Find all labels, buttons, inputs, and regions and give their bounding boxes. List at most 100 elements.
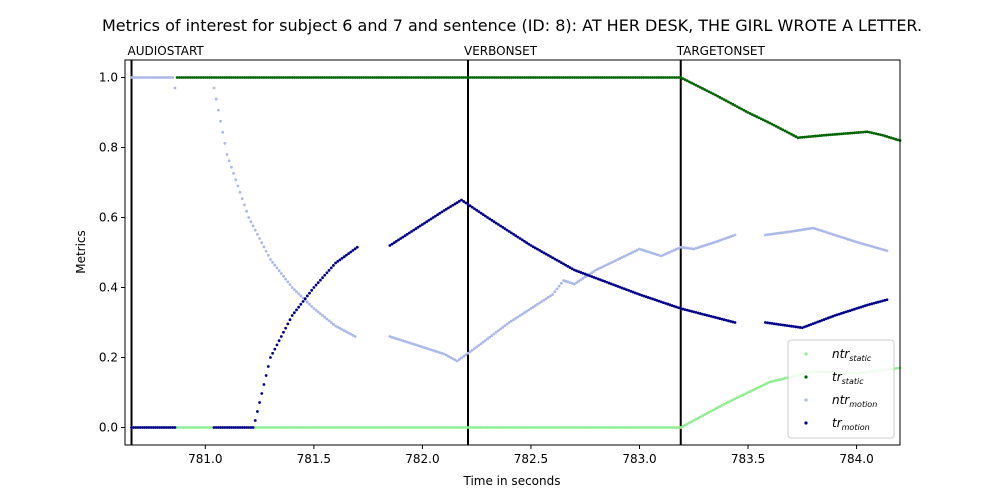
- data-point: [670, 76, 674, 79]
- data-point: [761, 383, 765, 387]
- data-point: [848, 238, 852, 242]
- data-point: [212, 76, 216, 79]
- data-point: [414, 227, 418, 231]
- data-point: [694, 83, 698, 87]
- data-point: [566, 76, 570, 79]
- data-point: [479, 426, 483, 429]
- data-point: [820, 319, 824, 322]
- data-point: [410, 342, 413, 345]
- data-point: [245, 426, 248, 429]
- data-point: [314, 283, 318, 287]
- data-point: [646, 76, 650, 79]
- data-point: [338, 326, 342, 330]
- data-point: [466, 351, 470, 355]
- data-point: [195, 426, 199, 429]
- data-point: [724, 401, 728, 405]
- data-point: [451, 203, 455, 207]
- data-point: [412, 228, 416, 232]
- data-point: [199, 426, 203, 429]
- data-point: [503, 426, 507, 429]
- data-point: [434, 426, 437, 429]
- data-point: [297, 76, 301, 79]
- data-point: [453, 358, 457, 362]
- data-point: [857, 306, 861, 310]
- data-point: [692, 419, 696, 422]
- data-point: [438, 211, 442, 215]
- data-point: [460, 356, 463, 360]
- data-point: [229, 426, 233, 429]
- data-point: [351, 249, 355, 252]
- data-point: [883, 134, 887, 138]
- data-point: [583, 272, 587, 276]
- y-axis-label: Metrics: [74, 230, 88, 274]
- data-point: [581, 76, 585, 79]
- data-point: [442, 209, 446, 212]
- data-point: [353, 76, 357, 79]
- data-point: [583, 426, 587, 429]
- data-point: [210, 426, 214, 429]
- data-point: [514, 234, 518, 238]
- data-point: [883, 298, 887, 302]
- data-point: [375, 426, 379, 429]
- data-point: [397, 76, 400, 79]
- data-point: [698, 245, 702, 249]
- data-point: [885, 249, 889, 253]
- data-point: [214, 97, 218, 101]
- data-point: [809, 323, 813, 326]
- data-point: [631, 426, 635, 429]
- data-point: [229, 76, 233, 79]
- data-point: [308, 291, 311, 295]
- data-point: [779, 377, 782, 381]
- data-point: [434, 349, 437, 353]
- data-point: [594, 76, 598, 79]
- data-point: [421, 345, 424, 349]
- data-point: [410, 426, 413, 429]
- data-point: [666, 76, 670, 79]
- data-point: [575, 426, 578, 429]
- data-point: [431, 216, 435, 219]
- data-point: [223, 142, 227, 145]
- data-point: [342, 426, 346, 429]
- data-point: [720, 317, 724, 321]
- data-point: [599, 76, 602, 79]
- data-point: [722, 318, 726, 322]
- legend-label-ntr-static: ntrstatic: [832, 347, 872, 363]
- data-point: [401, 76, 405, 79]
- data-point: [837, 132, 841, 136]
- data-point: [581, 277, 585, 280]
- data-point: [837, 235, 841, 238]
- data-point: [777, 378, 780, 382]
- data-point: [477, 210, 481, 214]
- data-point: [718, 317, 722, 320]
- legend-marker: [804, 375, 808, 379]
- data-point: [483, 214, 487, 218]
- data-point: [290, 76, 294, 79]
- data-point: [486, 337, 489, 341]
- data-point: [585, 76, 589, 79]
- data-point: [659, 254, 663, 258]
- data-point: [288, 426, 292, 429]
- data-point: [392, 76, 396, 79]
- y-tick-label: 0.8: [99, 141, 118, 155]
- data-point: [536, 247, 539, 251]
- data-point: [156, 426, 159, 429]
- data-point: [744, 109, 748, 113]
- data-point: [153, 426, 157, 429]
- data-point: [305, 426, 309, 429]
- data-point: [620, 286, 624, 290]
- data-point: [321, 76, 324, 79]
- x-tick-label: 782.5: [514, 452, 548, 466]
- data-point: [507, 321, 511, 324]
- data-point: [659, 426, 663, 429]
- data-point: [130, 76, 133, 79]
- data-point: [442, 76, 446, 79]
- x-tick-label: 782.0: [405, 452, 439, 466]
- data-point: [675, 76, 678, 79]
- data-point: [405, 340, 409, 344]
- data-point: [612, 260, 615, 263]
- chart-title: Metrics of interest for subject 6 and 7 …: [102, 16, 922, 35]
- data-point: [572, 268, 576, 272]
- legend-marker: [804, 398, 808, 402]
- data-point: [203, 76, 207, 79]
- data-point: [644, 295, 648, 299]
